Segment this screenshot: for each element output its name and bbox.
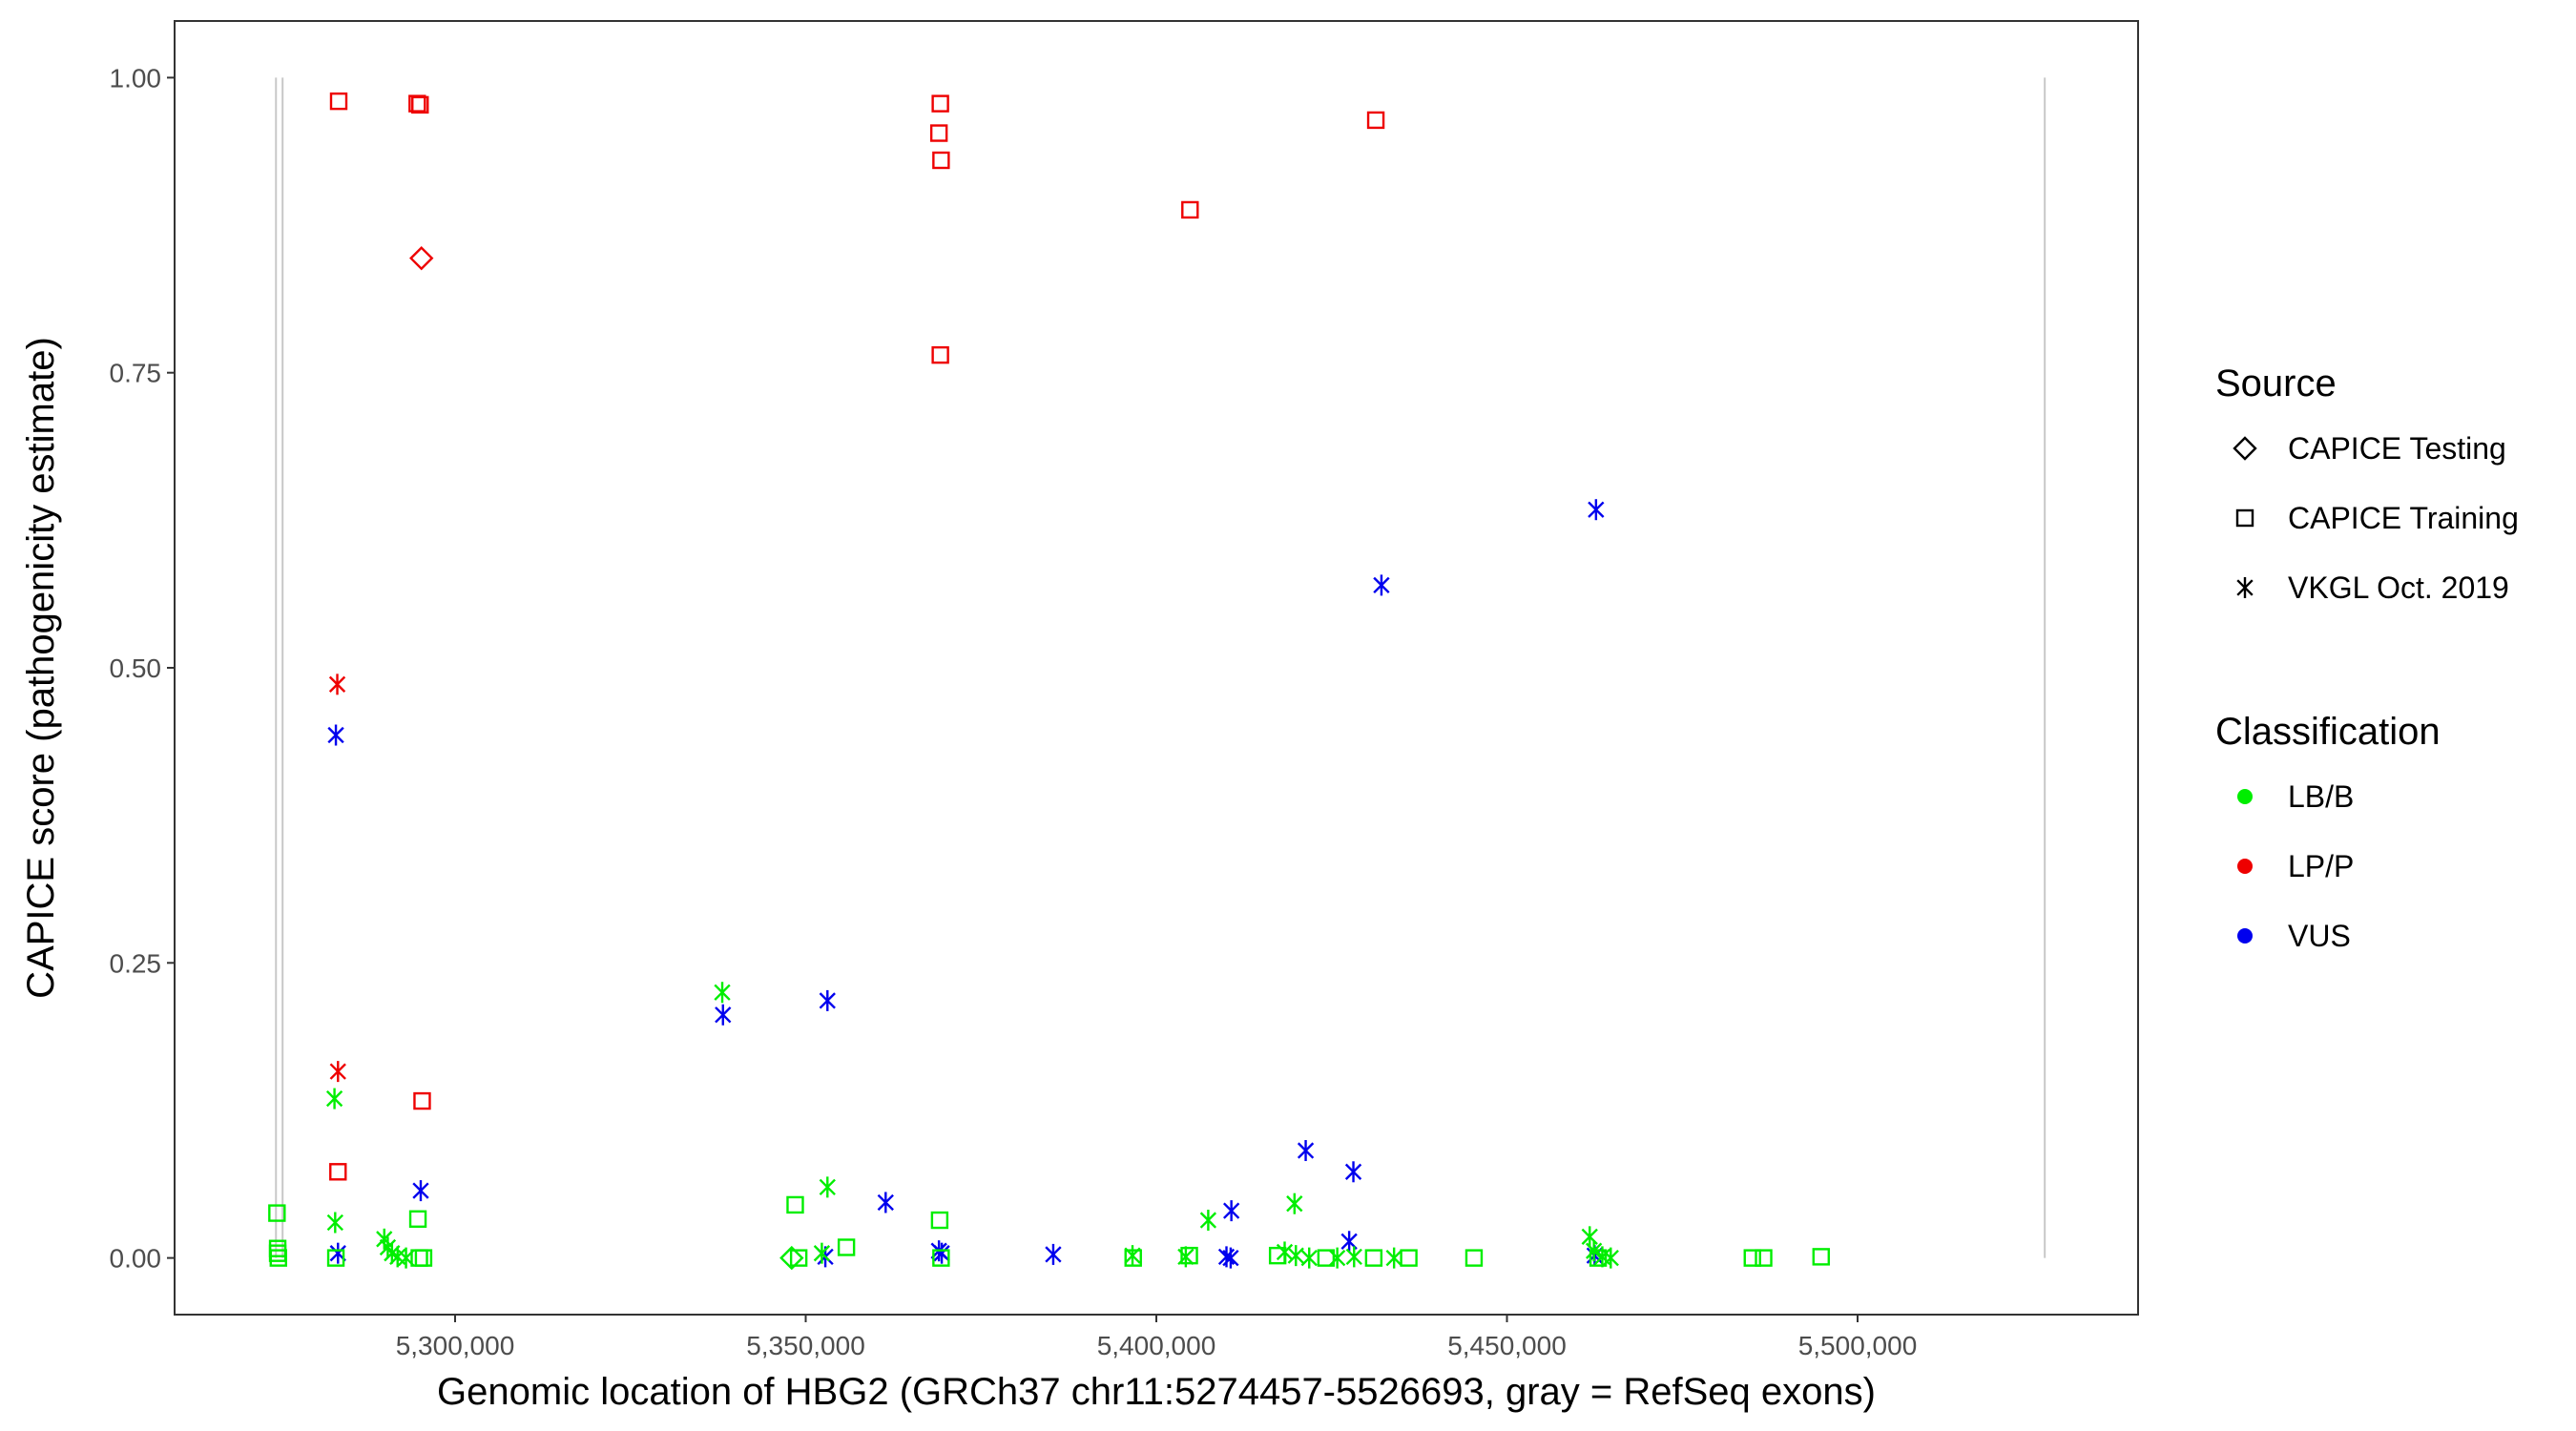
legend-key-asterisk xyxy=(2236,577,2254,598)
x-axis: 5,300,000 5,350,000 5,400,000 5,450,000 5,50… xyxy=(396,1315,1918,1360)
data-point xyxy=(1287,1245,1304,1267)
data-point xyxy=(1286,1192,1303,1214)
data-point xyxy=(1300,1247,1318,1269)
data-point xyxy=(877,1192,894,1213)
data-point xyxy=(1222,1247,1239,1269)
data-point xyxy=(819,1176,836,1198)
exon-lines xyxy=(275,77,2046,1258)
data-point xyxy=(1364,1249,1383,1267)
legend-source-title: Source xyxy=(2215,363,2337,404)
data-point xyxy=(1743,1249,1761,1267)
legend-classification-title: Classification xyxy=(2215,711,2441,753)
y-tick-label: 0.00 xyxy=(110,1244,162,1274)
legend-key-dot xyxy=(2237,859,2253,874)
data-point xyxy=(715,1004,732,1026)
data-point xyxy=(408,1210,427,1228)
data-point xyxy=(1345,1246,1362,1268)
y-tick-label: 0.50 xyxy=(110,653,162,683)
y-tick-label: 0.75 xyxy=(110,359,162,388)
legend-key-dot xyxy=(2237,928,2253,944)
data-point xyxy=(932,151,950,170)
data-point xyxy=(1180,1246,1198,1265)
data-point xyxy=(414,1249,433,1267)
data-point xyxy=(779,1245,804,1271)
data-point xyxy=(929,124,948,142)
x-tick-label: 5,450,000 xyxy=(1447,1331,1567,1360)
data-point xyxy=(408,94,426,113)
x-tick-label: 5,350,000 xyxy=(746,1331,865,1360)
data-point xyxy=(1222,1200,1240,1222)
y-axis: 0.00 0.25 0.50 0.75 1.00 xyxy=(110,63,175,1274)
data-point xyxy=(1366,111,1385,130)
data-point xyxy=(327,724,344,746)
data-point xyxy=(1373,574,1390,596)
x-tick-label: 5,500,000 xyxy=(1798,1331,1918,1360)
data-point xyxy=(411,95,429,114)
data-point xyxy=(714,982,731,1004)
data-point xyxy=(326,1212,343,1234)
data-points xyxy=(268,92,1830,1271)
data-point xyxy=(326,1249,345,1267)
data-point xyxy=(930,1211,949,1230)
data-point xyxy=(269,1249,287,1267)
data-point xyxy=(328,674,346,695)
data-point xyxy=(1465,1249,1484,1267)
data-point xyxy=(268,1204,286,1222)
legend-label: LB/B xyxy=(2288,779,2354,814)
legend-key-diamond xyxy=(2233,436,2257,461)
data-point xyxy=(837,1238,856,1256)
data-point xyxy=(1400,1249,1418,1267)
data-point xyxy=(1297,1140,1315,1162)
data-point xyxy=(933,1242,950,1264)
legend: Source Classification CAPICE Testing CAPI… xyxy=(2215,363,2519,953)
legend-label: VUS xyxy=(2288,919,2351,953)
legend-key-dot xyxy=(2237,789,2253,804)
data-point xyxy=(789,1249,808,1267)
data-point xyxy=(325,1088,343,1110)
y-axis-title: CAPICE score (pathogenicity estimate) xyxy=(20,337,62,999)
x-axis-title: Genomic location of HBG2 (GRCh37 chr11:5… xyxy=(437,1371,1876,1413)
x-tick-label: 5,400,000 xyxy=(1097,1331,1216,1360)
data-point xyxy=(1812,1248,1830,1266)
data-point xyxy=(1199,1210,1217,1232)
legend-label: LP/P xyxy=(2288,849,2354,883)
data-point xyxy=(412,1180,429,1202)
data-point xyxy=(1588,499,1605,521)
data-point xyxy=(409,245,434,271)
legend-key-square xyxy=(2235,508,2254,528)
y-tick-label: 1.00 xyxy=(110,63,162,93)
data-point xyxy=(1755,1249,1773,1267)
legend-label: CAPICE Testing xyxy=(2288,431,2506,466)
data-point xyxy=(932,1249,950,1267)
data-point xyxy=(329,92,348,111)
y-tick-label: 0.25 xyxy=(110,948,162,978)
data-point xyxy=(1124,1249,1142,1267)
legend-label: VKGL Oct. 2019 xyxy=(2288,570,2509,605)
data-point xyxy=(813,1242,831,1264)
data-point xyxy=(1344,1161,1362,1183)
data-point xyxy=(931,345,949,364)
data-point xyxy=(329,1163,347,1181)
data-point xyxy=(819,989,836,1011)
legend-label: CAPICE Training xyxy=(2288,501,2519,535)
data-point xyxy=(329,1061,346,1083)
data-point xyxy=(1589,1249,1608,1267)
data-point xyxy=(1268,1246,1287,1265)
data-point xyxy=(1181,200,1199,219)
x-tick-label: 5,300,000 xyxy=(396,1331,515,1360)
data-point xyxy=(413,1091,431,1110)
data-point xyxy=(786,1195,804,1214)
data-point xyxy=(1385,1247,1402,1269)
data-point xyxy=(1045,1243,1062,1265)
data-point xyxy=(1317,1249,1336,1267)
data-point xyxy=(1328,1247,1346,1269)
data-point xyxy=(931,94,949,113)
